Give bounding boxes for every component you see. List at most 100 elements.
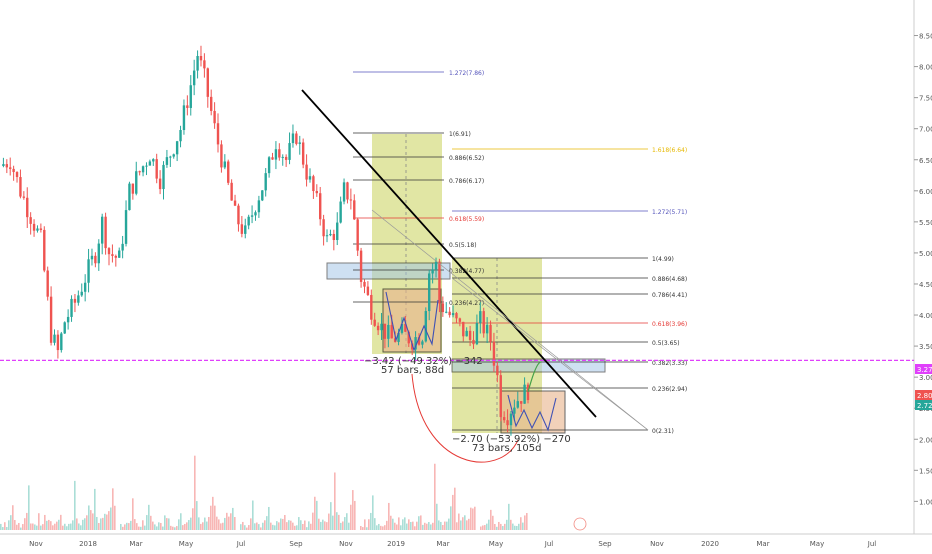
candle-body: [264, 173, 267, 191]
volume-bar: [106, 514, 108, 530]
volume-bar: [390, 515, 392, 530]
candle-body: [2, 164, 5, 166]
volume-bar: [418, 516, 420, 530]
volume-bar: [310, 523, 312, 530]
candle-body: [278, 149, 281, 158]
volume-bar: [248, 525, 250, 530]
candle-body: [53, 334, 56, 343]
candle-body: [383, 323, 387, 339]
candle-body: [301, 142, 305, 165]
volume-bar: [280, 518, 282, 530]
volume-bar: [272, 524, 274, 530]
pattern-path-1: [385, 291, 439, 352]
volume-bar: [158, 522, 160, 530]
candle-body: [489, 324, 492, 342]
x-tick-label: 2018: [79, 540, 97, 548]
candle-body: [169, 156, 172, 158]
candle-body: [308, 176, 312, 180]
volume-bar: [250, 518, 252, 530]
volume-bar: [100, 518, 102, 530]
candle-body: [271, 157, 274, 160]
fib-right-label: 0.236(2.94): [652, 386, 687, 393]
candle-body: [261, 190, 264, 201]
volume-bar: [174, 527, 176, 530]
candle-body: [523, 384, 526, 404]
projection-arc: [411, 373, 519, 463]
y-axis: 8.50 8.00 7.50 7.00 6.50 6.00 5.50 5.00 4.50 4.00…: [914, 33, 932, 506]
volume-bar: [136, 523, 138, 530]
candle-body: [26, 197, 29, 218]
volume-bar: [80, 525, 82, 530]
volume-bar: [300, 520, 302, 530]
volume-bar: [346, 513, 348, 530]
volume-bar: [218, 519, 220, 530]
candle-body: [315, 191, 318, 194]
volume-bar: [50, 521, 52, 530]
volume-bar: [242, 521, 244, 530]
candle-body: [458, 318, 462, 322]
volume-bar: [298, 517, 300, 530]
candle-body: [46, 270, 49, 297]
volume-bar: [32, 523, 34, 530]
candle-body: [472, 339, 475, 345]
volume-bar: [200, 523, 202, 530]
volume-bar: [294, 525, 296, 530]
volume-bar: [496, 526, 498, 530]
volume-bar: [108, 511, 110, 530]
volume-bar: [388, 502, 390, 530]
measure-bars-2: 73 bars, 105d: [472, 443, 542, 454]
volume-bar: [140, 526, 142, 530]
candle-body: [206, 68, 209, 97]
candle-body: [506, 420, 509, 426]
candle-body: [60, 333, 63, 351]
candle-body: [502, 417, 506, 421]
volume-bar: [376, 525, 378, 530]
volume-bar: [470, 507, 472, 530]
volume-bar: [508, 503, 510, 530]
volume-bar: [392, 518, 394, 530]
candle-body: [107, 248, 111, 255]
volume-bar: [322, 519, 324, 530]
volume-bar: [344, 517, 346, 530]
volume-bar: [246, 527, 248, 530]
candle-body: [189, 85, 192, 108]
fib-right-label: 0.5(3.65): [652, 340, 680, 347]
candle-body: [336, 222, 339, 241]
candle-body: [104, 216, 107, 249]
fib-left-label: 1(6.91): [449, 131, 471, 138]
candle-body: [434, 261, 438, 270]
volume-bar: [22, 524, 24, 530]
fib-right-label: 1.272(5.71): [652, 209, 687, 216]
volume-bar: [436, 503, 438, 530]
volume-bar: [352, 490, 354, 530]
volume-bar: [38, 513, 40, 530]
volume-bar: [178, 519, 180, 530]
measure-label-2: −2.70 (−53.92%) −270: [452, 434, 571, 445]
volume-bar: [182, 525, 184, 530]
volume-bar: [520, 517, 522, 530]
volume-bar: [114, 505, 116, 530]
candle-body: [186, 105, 189, 108]
candle-body: [90, 255, 94, 260]
volume-bar: [336, 512, 338, 530]
volume-bar: [500, 523, 502, 530]
volume-bar: [368, 519, 370, 530]
candle-body: [135, 171, 138, 194]
volume-bar: [354, 500, 356, 530]
fib-right-label: 0.886(4.68): [652, 276, 687, 283]
volume-bar: [260, 527, 262, 530]
candle-body: [162, 164, 165, 190]
y-tick-label: 3.00: [919, 374, 932, 382]
volume-bar: [454, 487, 456, 530]
candle-body: [257, 200, 261, 213]
volume-bar: [286, 522, 288, 530]
volume-bar: [148, 504, 150, 530]
fib-right-label: 1.618(6.64): [652, 147, 687, 154]
volume-bar: [292, 522, 294, 530]
candle-body: [97, 243, 100, 264]
volume-bar: [332, 515, 334, 530]
candle-body: [359, 250, 363, 282]
x-tick-label: May: [810, 540, 824, 548]
